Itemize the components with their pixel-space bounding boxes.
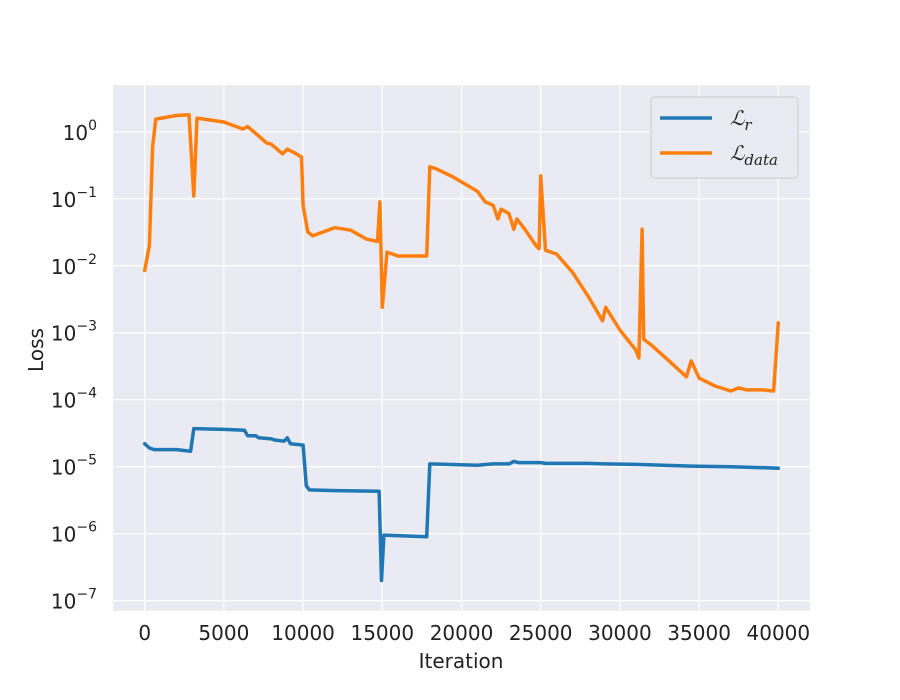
y-tick-label: 10−4 (51, 386, 97, 413)
x-tick-label: 5000 (198, 621, 249, 645)
x-tick-label: 20000 (430, 621, 494, 645)
series-lines (142, 112, 781, 583)
x-tick-label: 30000 (588, 621, 652, 645)
y-tick-label: 10−6 (51, 520, 97, 547)
series-line-1 (142, 112, 781, 393)
y-tick-labels: 10−7 10−6 10−5 10−4 10−3 10−2 10−1 100 (51, 118, 97, 614)
x-tick-label: 15000 (350, 621, 414, 645)
y-tick-label: 10−1 (51, 185, 97, 212)
y-tick-label: 10−7 (51, 587, 97, 614)
x-axis-label: Iteration (419, 649, 504, 673)
x-tick-label: 10000 (271, 621, 335, 645)
legend-label-1: ℒdata (730, 141, 778, 169)
x-tick-label: 0 (138, 621, 151, 645)
legend: ℒr ℒdata (650, 96, 799, 179)
y-tick-label: 10−5 (51, 453, 97, 480)
y-tick-label: 10−2 (51, 252, 97, 279)
legend-label-0: ℒr (730, 106, 752, 134)
y-axis-label: Loss (24, 328, 48, 372)
y-tick-label: 100 (63, 118, 97, 145)
x-tick-label: 35000 (667, 621, 731, 645)
x-tick-label: 40000 (747, 621, 811, 645)
x-tick-label: 25000 (509, 621, 573, 645)
x-tick-labels: 0 5000 10000 15000 20000 25000 30000 35000 40000 (138, 621, 810, 645)
y-tick-label: 10−3 (51, 319, 97, 346)
series-line-0 (142, 426, 781, 583)
